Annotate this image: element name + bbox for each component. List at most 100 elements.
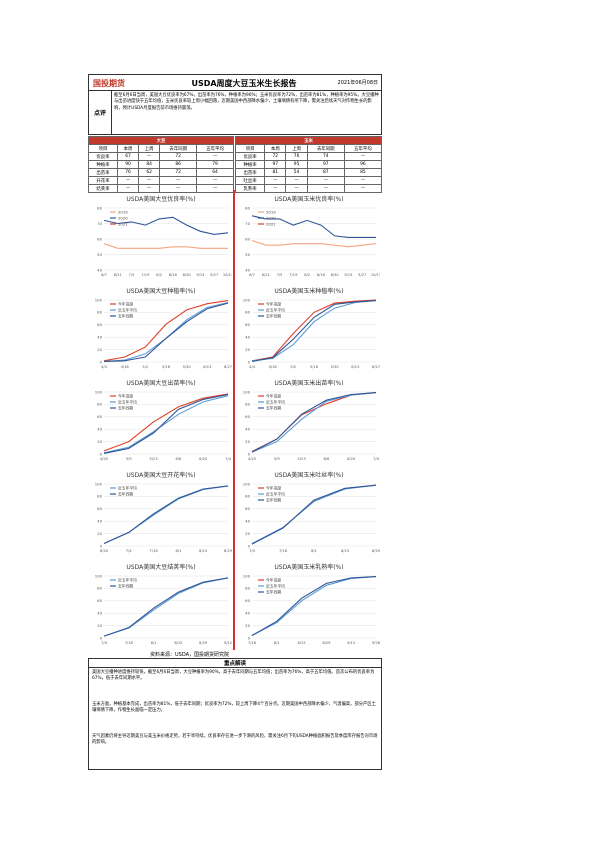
x-tick-label: 9/27 [358, 273, 366, 277]
table-cell: 72 [159, 168, 198, 177]
x-tick-label: 7/18 [248, 641, 257, 645]
x-tick-label: 5/2 [290, 365, 296, 369]
x-tick-label: 7/4 [373, 457, 379, 461]
y-tick-label: 80 [245, 310, 250, 315]
table-cell: 97 [264, 160, 287, 169]
x-tick-label: 8/15 [199, 549, 207, 553]
chart: USDA美国大豆结荚率(%) 0 20 40 60 80 100 7/4 7/18 8/1 8/15… [95, 563, 232, 645]
x-tick-label: 6/6 [324, 457, 330, 461]
x-tick-label: 10/11 [371, 273, 380, 277]
legend-label: 近五年平均 [266, 491, 285, 496]
column-header: 五年平均 [343, 144, 383, 153]
table-cell: 62 [138, 168, 161, 177]
column-header: 本周 [264, 144, 287, 153]
x-tick-label: 8/1 [274, 641, 280, 645]
table-cell: 79 [196, 160, 234, 169]
y-tick-label: 100 [243, 481, 251, 486]
legend-label: 近五年平均 [266, 399, 285, 404]
series-line [103, 393, 229, 452]
paragraph: 玉米方面，种植基本完成，出苗率为81%，低于去年同期；优良率为72%，较上周下降… [92, 702, 376, 714]
y-tick-label: 0 [100, 451, 103, 456]
x-tick-label: 8/16 [169, 273, 178, 277]
series-line [251, 300, 377, 362]
y-tick-label: 40 [97, 267, 102, 272]
table-cell: 76 [116, 168, 140, 177]
y-tick-label: 80 [245, 402, 250, 407]
y-tick-label: 70 [97, 221, 102, 226]
y-tick-label: 60 [97, 322, 102, 327]
x-tick-label: 6/20 [199, 457, 208, 461]
table-cell: 种植率 [88, 160, 118, 169]
x-tick-label: 7/18 [125, 641, 134, 645]
x-tick-label: 5/23 [150, 457, 158, 461]
y-tick-label: 50 [245, 252, 250, 257]
table-cell: 97 [306, 160, 345, 169]
table-cell: — [138, 152, 161, 161]
y-tick-label: 40 [97, 611, 102, 616]
y-tick-label: 80 [97, 494, 102, 499]
y-tick-label: 0 [248, 451, 251, 456]
series-line [251, 215, 376, 238]
summary-label: 点评 [89, 91, 112, 134]
soy-table: 大豆 项目 本周 上周 去年同期 五年平均 优良率 67—72— 种植率 90 84 86 79 出苗率 7… [88, 136, 234, 193]
x-tick-label: 6/27 [224, 365, 232, 369]
chart-title: USDA美国玉米种植率(%) [274, 287, 343, 295]
table-head: 项目 本周 上周 去年同期 五年平均 [234, 144, 383, 153]
y-tick-label: 100 [243, 297, 251, 302]
table-cell: — [343, 152, 383, 161]
x-tick-label: 4/4 [249, 365, 255, 369]
legend-label: 去年同期 [118, 491, 133, 496]
series-line [103, 216, 229, 235]
x-tick-label: 8/29 [224, 549, 232, 553]
y-tick-label: 20 [245, 623, 250, 628]
legend-label: 近五年平均 [118, 577, 137, 582]
x-tick-label: 6/13 [203, 365, 211, 369]
x-tick-label: 8/15 [174, 641, 182, 645]
series-line [103, 577, 229, 637]
column-header: 本周 [116, 144, 140, 153]
table-row: 出苗率 76 62 72 64 [88, 168, 234, 177]
column-header: 上周 [285, 144, 308, 153]
x-tick-label: 8/15 [341, 549, 349, 553]
y-tick-label: 60 [245, 322, 250, 327]
table-cell: 出苗率 [234, 168, 266, 177]
x-tick-label: 9/13 [344, 273, 352, 277]
band-label: 玉米 [235, 136, 382, 145]
legend-label: 近五年平均 [118, 307, 137, 312]
x-tick-label: 5/2 [142, 365, 148, 369]
table-cell: — [285, 184, 308, 193]
y-tick-label: 0 [100, 359, 103, 364]
table-row: 优良率 72 76 74— [234, 152, 383, 161]
chart: USDA美国玉米乳熟率(%) 0 20 40 60 80 100 7/18 8/1 8/15 8/2… [243, 563, 380, 645]
table-cell: — [306, 176, 345, 185]
x-tick-label: 6/6 [176, 457, 182, 461]
y-tick-label: 20 [97, 531, 102, 536]
y-tick-label: 40 [245, 519, 250, 524]
x-tick-label: 8/15 [298, 641, 306, 645]
x-tick-label: 9/12 [224, 641, 232, 645]
legend-label: 近五年平均 [118, 485, 137, 490]
source: 资料来源：USDA，国投期货研究院 [150, 652, 230, 658]
table-cell: — [138, 176, 161, 185]
table-cell: 87 [306, 168, 345, 177]
legend-label: 去年同期 [118, 405, 133, 410]
table-cell: 81 [264, 168, 287, 177]
table-cell: 优良率 [88, 152, 118, 161]
y-tick-label: 60 [97, 414, 102, 419]
y-tick-label: 0 [248, 359, 251, 364]
table-cell: 72 [264, 152, 287, 161]
chart-title: USDA美国玉米吐丝率(%) [274, 471, 343, 479]
x-tick-label: 8/29 [322, 641, 331, 645]
chart: USDA美国玉米吐丝率(%) 0 20 40 60 80 100 7/4 7/18 8/1 8/15… [243, 471, 380, 553]
table-cell: 种植率 [234, 160, 266, 169]
column-header: 去年同期 [306, 144, 345, 153]
series-line [251, 300, 377, 362]
series-line [251, 576, 377, 636]
table-cell: — [138, 184, 161, 193]
y-tick-label: 100 [95, 389, 103, 394]
y-tick-label: 40 [245, 427, 250, 432]
legend-label: 2019 [118, 209, 128, 214]
x-tick-label: 5/23 [298, 457, 306, 461]
summary-text: 截至6月6日当周，美国大豆优良率为67%，出苗率为76%，种植率为90%；玉米优… [114, 93, 379, 111]
table-head: 项目 本周 上周 去年同期 五年平均 [88, 144, 234, 153]
